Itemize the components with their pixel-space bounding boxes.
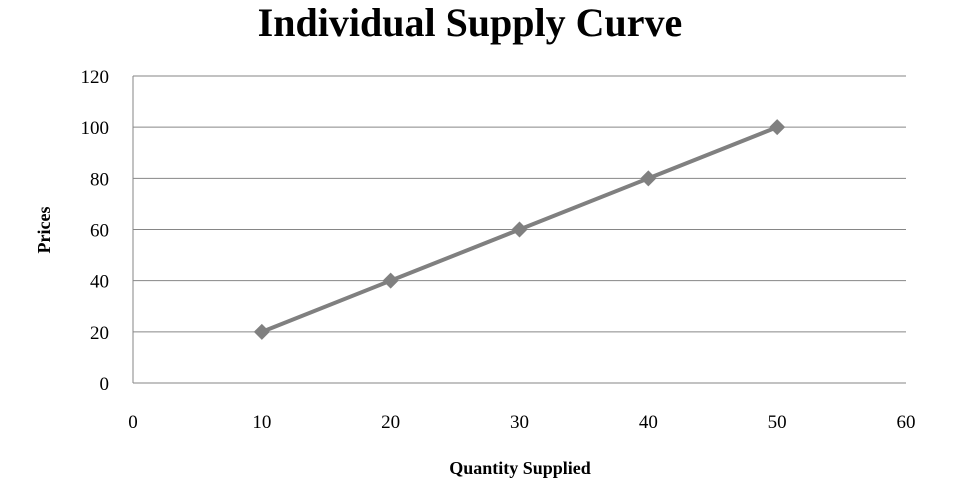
series-layer	[253, 119, 786, 340]
y-tick-label: 100	[81, 118, 110, 139]
x-tick-label: 20	[381, 412, 400, 433]
gridlines	[133, 75, 906, 333]
x-tick-label: 10	[252, 412, 271, 433]
data-point-marker	[511, 221, 528, 238]
x-tick-label: 0	[128, 412, 138, 433]
x-tick-label: 50	[768, 412, 787, 433]
data-point-marker	[640, 170, 657, 187]
y-tick-label: 60	[90, 221, 109, 242]
y-tick-label: 80	[90, 169, 109, 190]
x-axis-label: Quantity Supplied	[449, 458, 591, 478]
data-point-marker	[253, 323, 270, 340]
x-tick-label: 60	[897, 412, 916, 433]
y-tick-label: 20	[90, 323, 109, 344]
chart-title: Individual Supply Curve	[258, 0, 683, 45]
y-tick-label: 0	[100, 374, 110, 395]
x-tick-label: 30	[510, 412, 529, 433]
x-tick-label: 40	[639, 412, 658, 433]
y-tick-label: 40	[90, 272, 109, 293]
y-axis-ticks: 0 20 40 60 80 100 120	[81, 67, 110, 395]
y-axis-label: Prices	[34, 207, 54, 254]
data-point-marker	[382, 272, 399, 289]
y-tick-label: 120	[81, 67, 110, 88]
data-point-marker	[769, 119, 786, 136]
x-axis-ticks: 0 10 20 30 40 50 60	[128, 412, 915, 433]
